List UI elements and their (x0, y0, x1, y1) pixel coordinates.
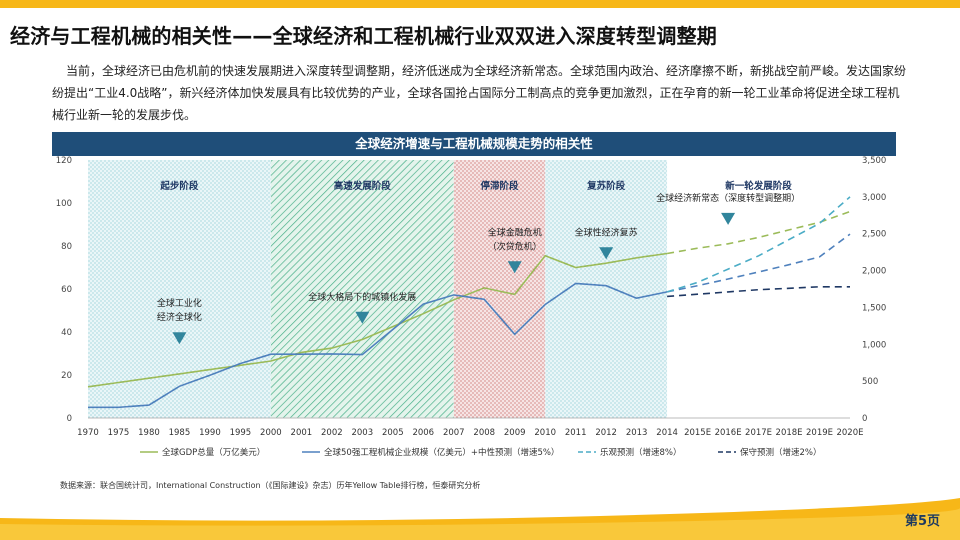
x-tick-2015E: 2015E (684, 428, 711, 438)
x-tick-2005: 2005 (382, 428, 404, 438)
y-left-tick-0: 0 (67, 414, 72, 424)
phase-label-3: 复苏阶段 (586, 180, 626, 192)
x-tick-2013: 2013 (626, 428, 648, 438)
x-tick-1985: 1985 (169, 428, 191, 438)
phase-band-3 (545, 160, 668, 418)
annotation-text-0-0: 全球工业化 (157, 297, 202, 309)
phase-band-2 (453, 160, 546, 418)
annotation-text-3-0: 全球性经济复苏 (575, 226, 638, 238)
x-tick-1975: 1975 (108, 428, 130, 438)
y-left-tick-20: 20 (61, 371, 72, 381)
y-right-tick-3: 1,500 (862, 303, 886, 313)
annotation-marker-0 (172, 332, 187, 345)
x-tick-2009: 2009 (504, 428, 526, 438)
x-tick-1980: 1980 (138, 428, 160, 438)
x-tick-2012: 2012 (595, 428, 617, 438)
y-right-tick-7: 3,500 (862, 156, 886, 166)
annotation-text-2-1: （次贷危机） (488, 240, 542, 252)
y-left-tick-40: 40 (61, 328, 72, 338)
x-tick-2000: 2000 (260, 428, 282, 438)
annotation-text-1-0: 全球大格局下的城镇化发展 (308, 291, 416, 303)
annotation-marker-1 (355, 311, 370, 324)
x-tick-2019E: 2019E (806, 428, 833, 438)
phase-label-2: 停滞阶段 (480, 180, 519, 192)
legend-label-3: 保守预测（增速2%） (740, 447, 822, 458)
series-line-2 (666, 233, 851, 293)
correlation-chart: 0 20 40 60 80 100 120 0 500 1,000 1,500 2,000 2,500 3… (56, 156, 887, 458)
x-tick-2007: 2007 (443, 428, 465, 438)
y-left-tick-120: 120 (56, 156, 72, 166)
x-tick-2020E: 2020E (836, 428, 863, 438)
series-line-3 (666, 210, 851, 255)
y-right-tick-1: 500 (862, 377, 878, 387)
x-tick-2001: 2001 (291, 428, 313, 438)
y-right-tick-2: 1,000 (862, 340, 886, 350)
x-tick-2002: 2002 (321, 428, 343, 438)
phase-band-1 (270, 160, 454, 418)
y-right-tick-0: 0 (862, 414, 867, 424)
top-accent-bar (0, 0, 960, 8)
phase-label-1: 高速发展阶段 (334, 180, 392, 192)
y-right-tick-6: 3,000 (862, 193, 886, 203)
x-tick-2006: 2006 (412, 428, 434, 438)
series-line-0 (87, 252, 668, 388)
phase-label-4: 新一轮发展阶段 (725, 180, 792, 192)
x-tick-1995: 1995 (230, 428, 252, 438)
page-title: 经济与工程机械的相关性——全球经济和工程机械行业双双进入深度转型调整期 (10, 24, 717, 48)
annotation-marker-2 (507, 261, 522, 274)
x-tick-2011: 2011 (565, 428, 587, 438)
x-tick-2018E: 2018E (776, 428, 803, 438)
x-tick-2010: 2010 (534, 428, 556, 438)
page-number: 第5页 (904, 514, 940, 529)
x-tick-2014: 2014 (656, 428, 678, 438)
phase-band-4 (667, 160, 850, 418)
y-right-tick-5: 2,500 (862, 230, 886, 240)
y-left-tick-100: 100 (56, 199, 72, 209)
annotation-text-2-0: 全球金融危机 (488, 226, 542, 238)
x-tick-1990: 1990 (199, 428, 221, 438)
annotation-text-0-1: 经济全球化 (157, 311, 202, 323)
phase-label-0: 起步阶段 (159, 180, 199, 192)
intro-paragraph: 当前，全球经济已由危机前的快速发展期进入深度转型调整期，经济低迷成为全球经济新常… (52, 64, 907, 122)
annotation-marker-3 (599, 247, 614, 260)
phase-band-0 (88, 160, 271, 418)
x-tick-2016E: 2016E (715, 428, 742, 438)
x-tick-2003: 2003 (351, 428, 373, 438)
series-line-1 (88, 282, 668, 409)
x-tick-1970: 1970 (77, 428, 99, 438)
annotation-marker-4 (721, 212, 736, 225)
legend-label-0: 全球GDP总量（万亿美元） (162, 447, 265, 458)
annotation-text-4-0: 全球经济新常态（深度转型调整期） (656, 192, 800, 204)
chart-title-bar: 全球经济增速与工程机械规模走势的相关性 (52, 132, 896, 156)
x-tick-2017E: 2017E (745, 428, 772, 438)
legend-label-1: 全球50强工程机械企业规模（亿美元）+中性预测（增速5%） (324, 447, 559, 458)
series-line-5 (667, 286, 850, 298)
data-source-note: 数据来源：联合国统计司，International Construction（《… (60, 481, 481, 490)
y-left-tick-60: 60 (61, 285, 72, 295)
series-line-4 (666, 196, 851, 293)
bottom-decoration (0, 498, 960, 540)
legend-label-2: 乐观预测（增速8%） (600, 447, 682, 458)
y-left-tick-80: 80 (61, 242, 72, 252)
y-right-tick-4: 2,000 (862, 267, 886, 277)
x-tick-2008: 2008 (473, 428, 495, 438)
